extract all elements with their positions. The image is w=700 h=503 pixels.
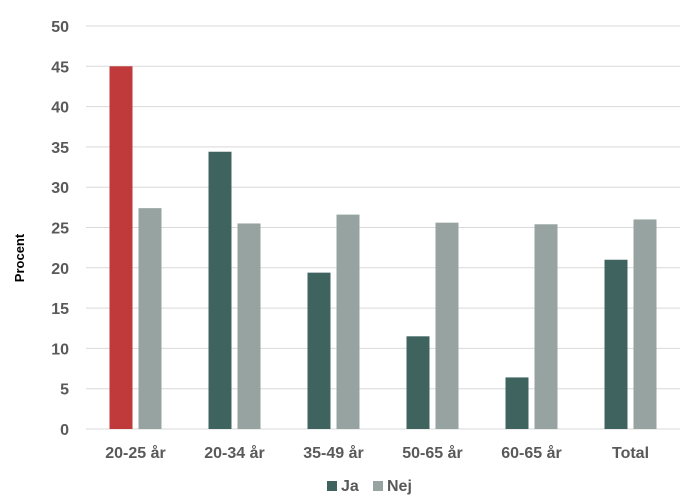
bar-ja-0 <box>109 66 133 430</box>
y-axis-title: Procent <box>12 233 27 282</box>
y-tick-label: 10 <box>51 341 69 358</box>
y-tick-label: 35 <box>51 140 69 157</box>
x-tick-label: 20-25 år <box>105 444 166 462</box>
legend-swatch-ja <box>327 481 337 491</box>
bar-nej-1 <box>237 223 261 429</box>
y-tick-label: 30 <box>51 180 69 197</box>
legend-swatch-nej <box>373 481 383 491</box>
legend-label-nej: Nej <box>387 478 412 495</box>
x-tick-label: 50-65 år <box>402 444 463 462</box>
x-axis-tick-labels: 20-25 år 20-34 år 35-49 år 50-65 år 60-65 år… <box>105 444 649 462</box>
bar-ja-5 <box>604 259 628 429</box>
y-tick-label: 45 <box>51 59 69 76</box>
bar-ja-3 <box>406 336 430 429</box>
y-tick-label: 25 <box>51 221 69 238</box>
y-tick-label: 50 <box>51 19 69 36</box>
bar-nej-0 <box>138 208 162 429</box>
y-tick-label: 0 <box>60 422 69 439</box>
gridlines <box>86 25 680 430</box>
y-tick-label: 15 <box>51 301 69 318</box>
bar-nej-4 <box>534 224 558 429</box>
legend-label-ja: Ja <box>341 478 359 495</box>
x-tick-label: Total <box>612 445 649 462</box>
y-tick-label: 20 <box>51 261 69 278</box>
x-tick-label: 60-65 år <box>501 444 562 462</box>
y-axis-tick-labels: 0 5 10 15 20 25 30 35 40 45 50 <box>51 19 69 439</box>
bar-ja-4 <box>505 377 529 429</box>
y-tick-label: 5 <box>60 382 69 399</box>
bar-nej-3 <box>435 222 459 429</box>
bar-nej-2 <box>336 214 360 429</box>
bar-ja-1 <box>208 151 232 429</box>
x-tick-label: 35-49 år <box>303 444 364 462</box>
legend: Ja Nej <box>327 478 412 495</box>
y-tick-label: 40 <box>51 100 69 117</box>
bar-nej-5 <box>633 219 657 429</box>
bars <box>109 66 657 430</box>
x-tick-label: 20-34 år <box>204 444 265 462</box>
bar-ja-2 <box>307 272 331 429</box>
